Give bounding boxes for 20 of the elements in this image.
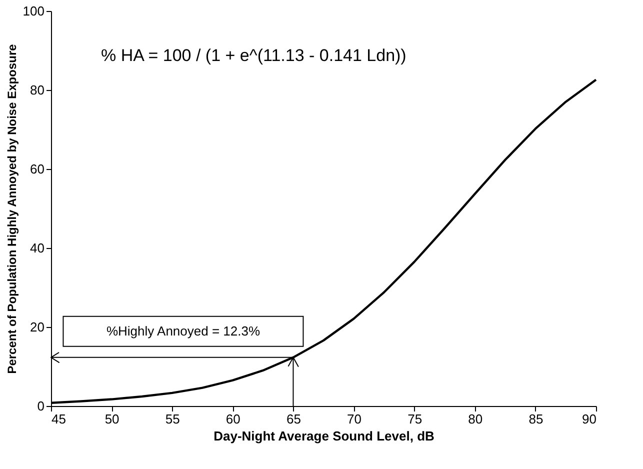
annotation: % HA = 100 / (1 + e^(11.13 - 0.141 Ldn)): [101, 46, 406, 65]
x-tick-label: 75: [408, 412, 422, 426]
y-tick-label: 100: [22, 4, 44, 18]
y-tick-label: 80: [30, 82, 44, 98]
x-tick-label: 55: [165, 412, 180, 426]
y-tick-label: 20: [30, 320, 44, 334]
x-axis-title: Day-Night Average Sound Level, dB: [214, 428, 434, 444]
x-tick-label: 90: [582, 412, 596, 426]
y-tick-label: 0: [37, 398, 44, 414]
x-tick-label: 60: [226, 412, 240, 426]
annotation: %Highly Annoyed = 12.3%: [106, 323, 260, 338]
x-tick-label: 45: [52, 412, 66, 426]
y-tick-label: 40: [30, 240, 44, 256]
x-tick-label: 65: [286, 412, 301, 426]
y-axis-title: Percent of Population Highly Annoyed by Noise Exposure: [4, 44, 19, 374]
x-tick-label: 85: [528, 412, 544, 426]
x-tick-label: 50: [104, 412, 120, 426]
x-tick-label: 70: [347, 412, 362, 426]
y-tick-label: 60: [30, 162, 44, 176]
x-tick-label: 80: [468, 412, 483, 426]
